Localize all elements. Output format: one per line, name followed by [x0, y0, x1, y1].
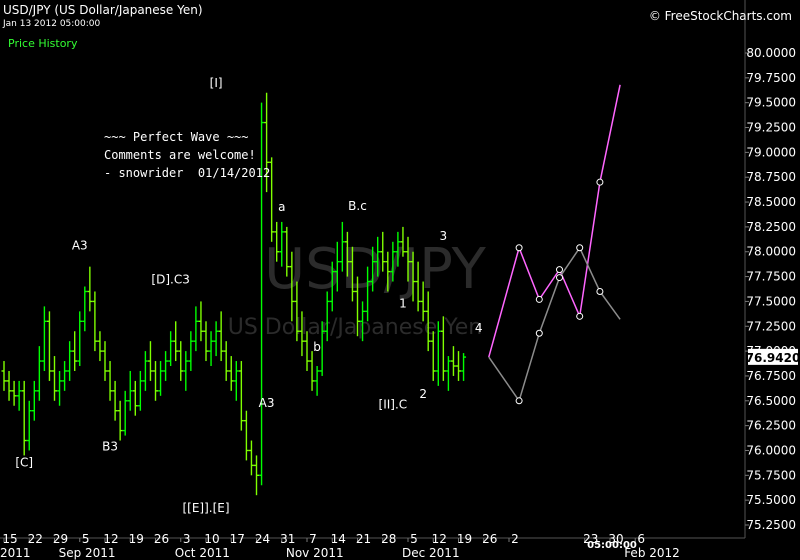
note-line: - snowrider 01/14/2012 [104, 166, 271, 180]
projection-node [515, 244, 523, 252]
x-day-label: 19 [457, 532, 472, 546]
x-day-label: 5 [82, 532, 90, 546]
wave-label: 1 [399, 296, 407, 310]
x-day-label: 7 [309, 532, 317, 546]
x-day-label: 5 [410, 532, 418, 546]
x-month-label: Feb 2012 [624, 546, 680, 560]
bar-datetime: Jan 13 2012 05:00:00 [3, 19, 101, 29]
watermark-name: US Dollar/Japanese Yen [228, 315, 483, 340]
last-price-label: 76.9420 [746, 351, 800, 365]
x-month-label: Nov 2011 [286, 546, 344, 560]
x-day-label: 30 [608, 532, 623, 546]
wave-label: A3 [72, 239, 88, 253]
wave-label: [C] [15, 455, 33, 469]
x-day-label: 14 [331, 532, 346, 546]
x-day-label: 15 [2, 532, 17, 546]
x-day-label: 12 [103, 532, 118, 546]
y-tick-label: 78.5000 [746, 195, 796, 209]
x-day-label: 21 [356, 532, 371, 546]
watermark-symbol: USD/JPY [264, 237, 487, 302]
wave-label: 2 [419, 387, 427, 401]
wave-label: b [313, 340, 321, 354]
projection-node [576, 244, 584, 252]
wave-label: [I] [210, 76, 223, 90]
wave-label: 3 [440, 229, 448, 243]
last-price-box [748, 348, 798, 365]
annotation-note: ~~~ Perfect Wave ~~~ Comments are welcom… [104, 128, 270, 182]
x-day-label: 24 [255, 532, 270, 546]
x-day-label: 6 [637, 532, 645, 546]
y-tick-label: 77.7500 [746, 270, 796, 284]
x-day-label: 26 [482, 532, 497, 546]
y-tick-label: 77.2500 [746, 319, 796, 333]
y-tick-label: 76.7500 [746, 369, 796, 383]
panel-label: Price History [8, 37, 78, 50]
note-line: ~~~ Perfect Wave ~~~ [104, 130, 249, 144]
cursor-time-label: 05:00:00 [587, 540, 637, 551]
projection-line [488, 246, 621, 403]
x-day-label: 19 [129, 532, 144, 546]
wave-label: B3 [102, 439, 118, 453]
y-tick-label: 78.7500 [746, 170, 796, 184]
x-month-label: Dec 2011 [402, 546, 460, 560]
x-day-label: 22 [28, 532, 43, 546]
x-day-label: 12 [432, 532, 447, 546]
wave-label: [[E]].[E] [182, 501, 229, 515]
chart-title: USD/JPY (US Dollar/Japanese Yen) [3, 3, 203, 17]
y-tick-label: 76.5000 [746, 394, 796, 408]
x-month-label: 2011 [0, 546, 31, 560]
x-day-label: 23 [583, 532, 598, 546]
y-tick-label: 76.2500 [746, 419, 796, 433]
x-month-label: Sep 2011 [59, 546, 116, 560]
y-tick-label: 79.2500 [746, 121, 796, 135]
x-day-label: 2 [511, 532, 519, 546]
wave-label: [D].C3 [151, 273, 189, 287]
x-day-label: 17 [230, 532, 245, 546]
x-day-label: 29 [53, 532, 68, 546]
note-line: Comments are welcome! [104, 148, 256, 162]
wave-label: 4 [475, 321, 483, 335]
projection-node [515, 397, 523, 405]
projection-node [556, 274, 563, 282]
wave-label: [II].C [379, 398, 408, 412]
wave-label: B.c [348, 199, 367, 213]
y-tick-label: 75.7500 [746, 468, 796, 482]
x-day-label: 26 [154, 532, 169, 546]
x-day-label: 10 [204, 532, 219, 546]
x-month-label: Oct 2011 [175, 546, 230, 560]
y-tick-label: 75.5000 [746, 493, 796, 507]
y-tick-label: 79.0000 [746, 145, 796, 159]
projection-node [596, 287, 604, 295]
y-tick-label: 76.0000 [746, 443, 796, 457]
y-tick-label: 78.2500 [746, 220, 796, 234]
brand-label: © FreeStockCharts.com [648, 9, 792, 23]
y-tick-label: 79.7500 [746, 71, 796, 85]
projection-node [576, 312, 584, 320]
projection-node [535, 295, 543, 303]
projection-node [535, 329, 543, 337]
y-tick-label: 77.5000 [746, 294, 796, 308]
projection-node [596, 178, 604, 186]
y-tick-label: 78.0000 [746, 245, 796, 259]
x-day-label: 28 [381, 532, 396, 546]
wave-label: a [278, 200, 285, 214]
x-day-label: 31 [280, 532, 295, 546]
projection-line [488, 84, 621, 358]
projection-node [556, 266, 563, 274]
y-tick-label: 79.5000 [746, 96, 796, 110]
y-tick-label: 75.2500 [746, 518, 796, 532]
x-day-label: 3 [183, 532, 191, 546]
y-tick-label: 80.0000 [746, 46, 796, 60]
wave-label: A3 [259, 396, 275, 410]
